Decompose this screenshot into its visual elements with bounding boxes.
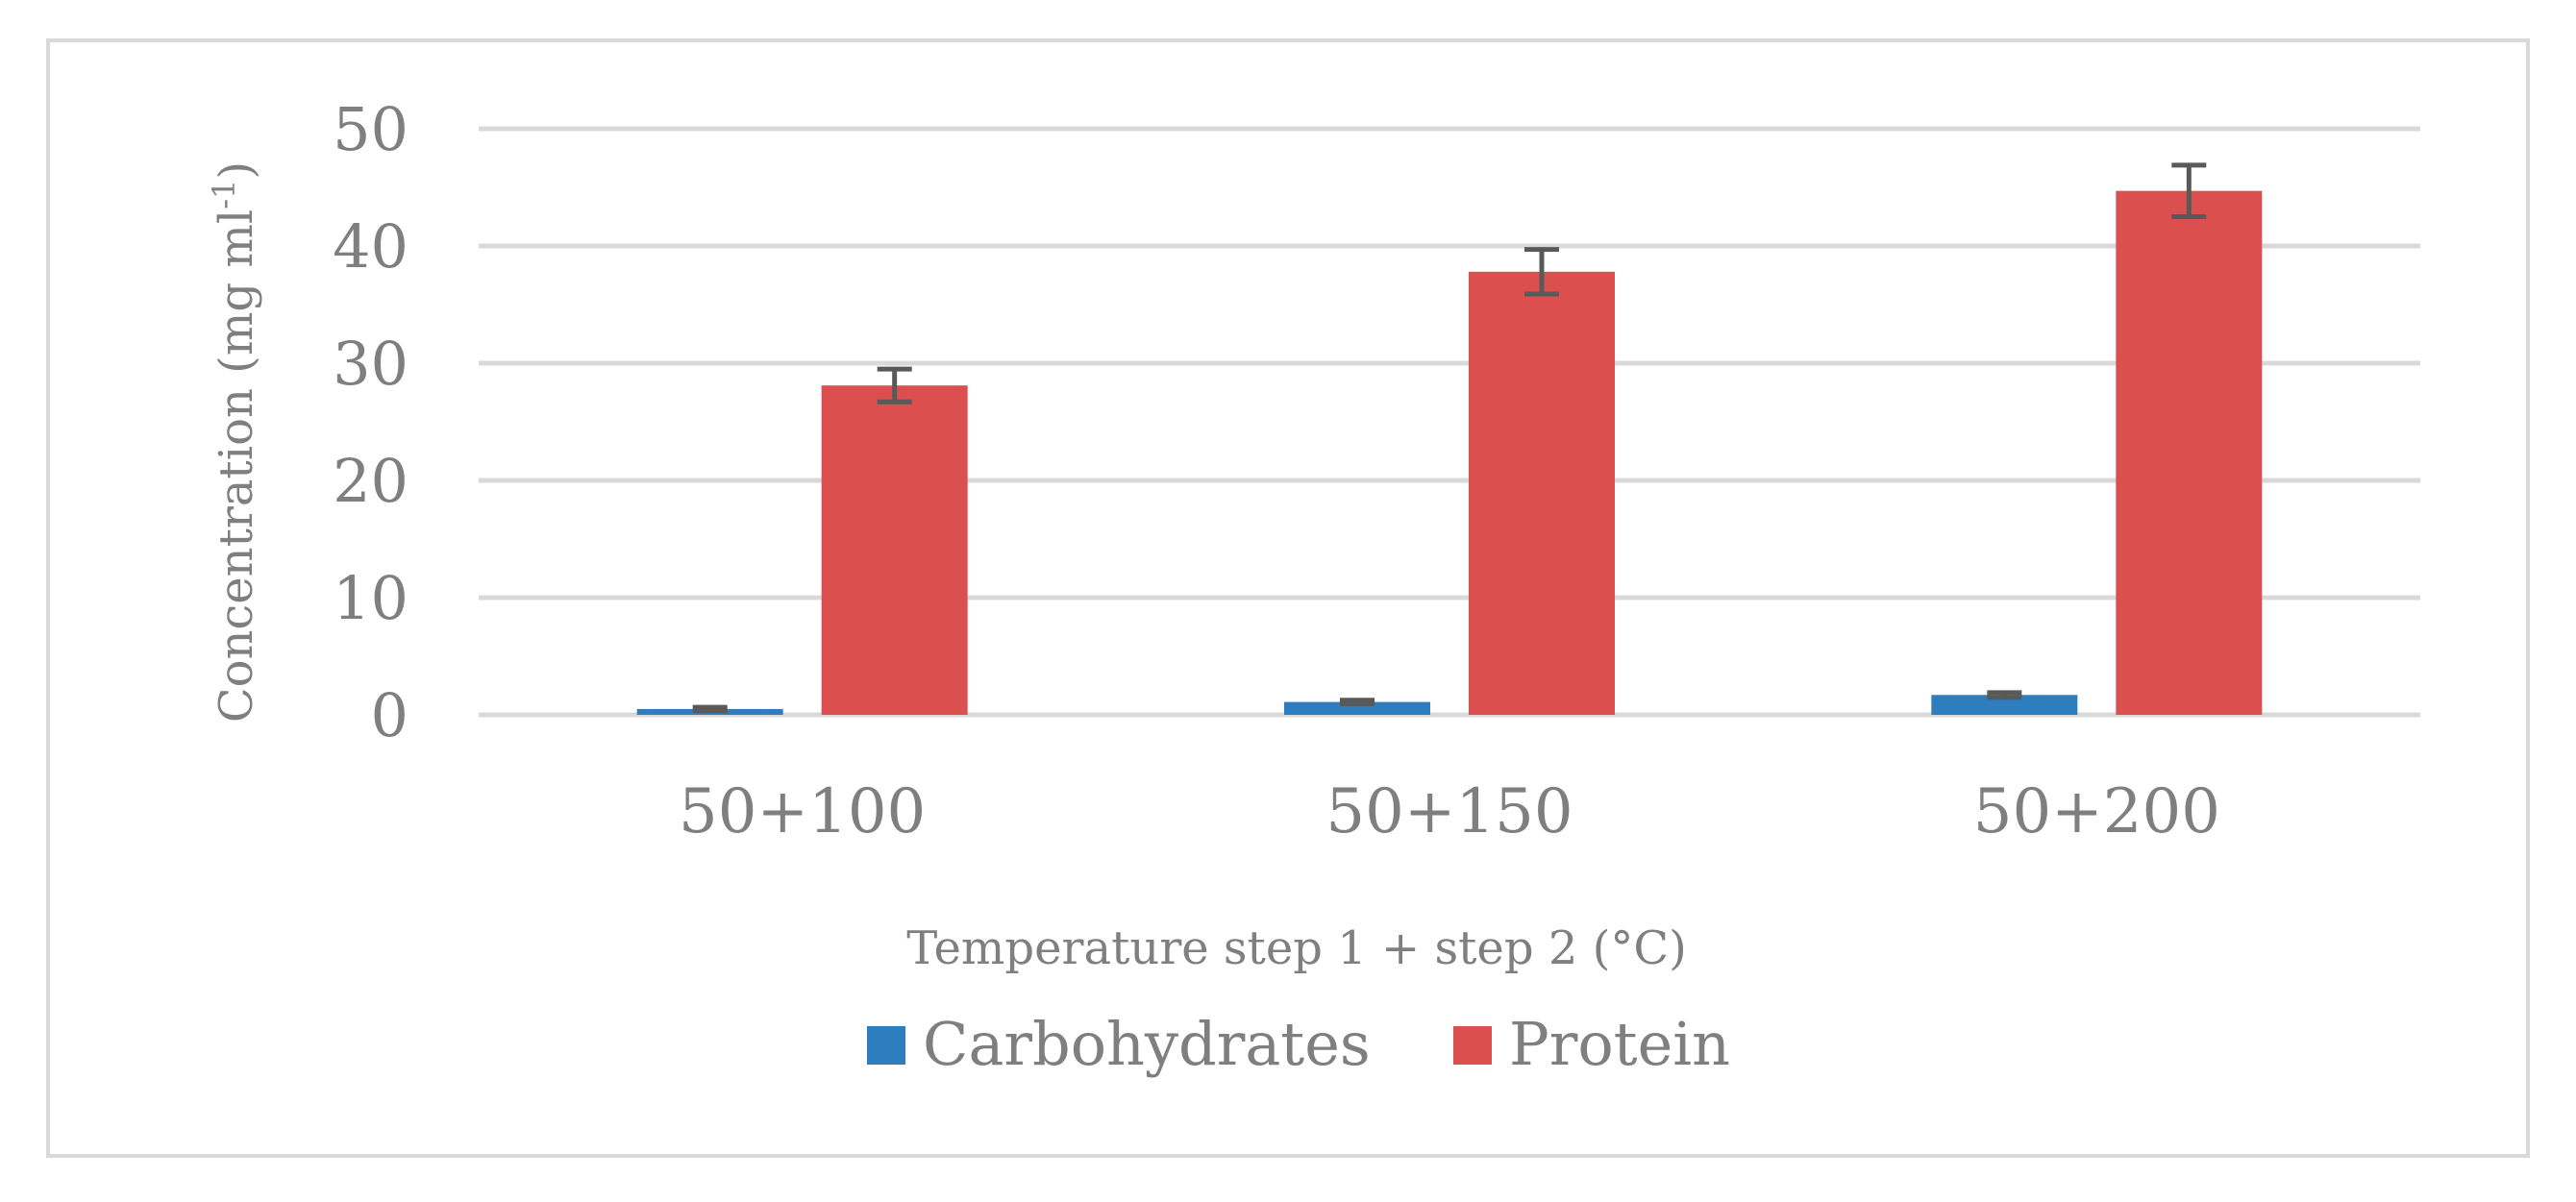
legend-swatch-protein [1453,1026,1492,1065]
gridlines [479,126,2420,718]
y-tick-label: 30 [333,329,409,399]
x-category-label: 50+100 [679,776,926,847]
y-axis-ticks: 0 10 20 30 40 50 [333,94,409,750]
error-bars [692,162,2207,714]
y-tick-label: 40 [333,211,409,282]
legend-swatch-carbohydrates [867,1026,905,1065]
bar-carbohydrates-50+200 [1931,695,2078,715]
x-axis-categories: 50+100 50+150 50+200 [679,776,2220,847]
legend: Carbohydrates Protein [867,1009,1730,1079]
legend-label-carbohydrates: Carbohydrates [923,1009,1371,1079]
y-tick-label: 20 [333,446,409,516]
bar-protein-50+150 [1469,271,1615,715]
y-tick-label: 10 [333,563,409,633]
x-axis-title: Temperature step 1 + step 2 (°C) [906,921,1687,975]
x-category-label: 50+150 [1325,776,1573,847]
bar-protein-50+200 [2116,190,2263,715]
y-tick-label: 0 [371,680,409,750]
y-axis-title: Concentration (mg ml-1) [206,161,263,723]
bar-carbohydrates-50+150 [1284,701,1430,715]
x-category-label: 50+200 [1973,776,2220,847]
bars [636,190,2263,715]
bar-protein-50+100 [821,385,968,715]
y-tick-label: 50 [333,94,409,164]
legend-label-protein: Protein [1509,1009,1730,1079]
